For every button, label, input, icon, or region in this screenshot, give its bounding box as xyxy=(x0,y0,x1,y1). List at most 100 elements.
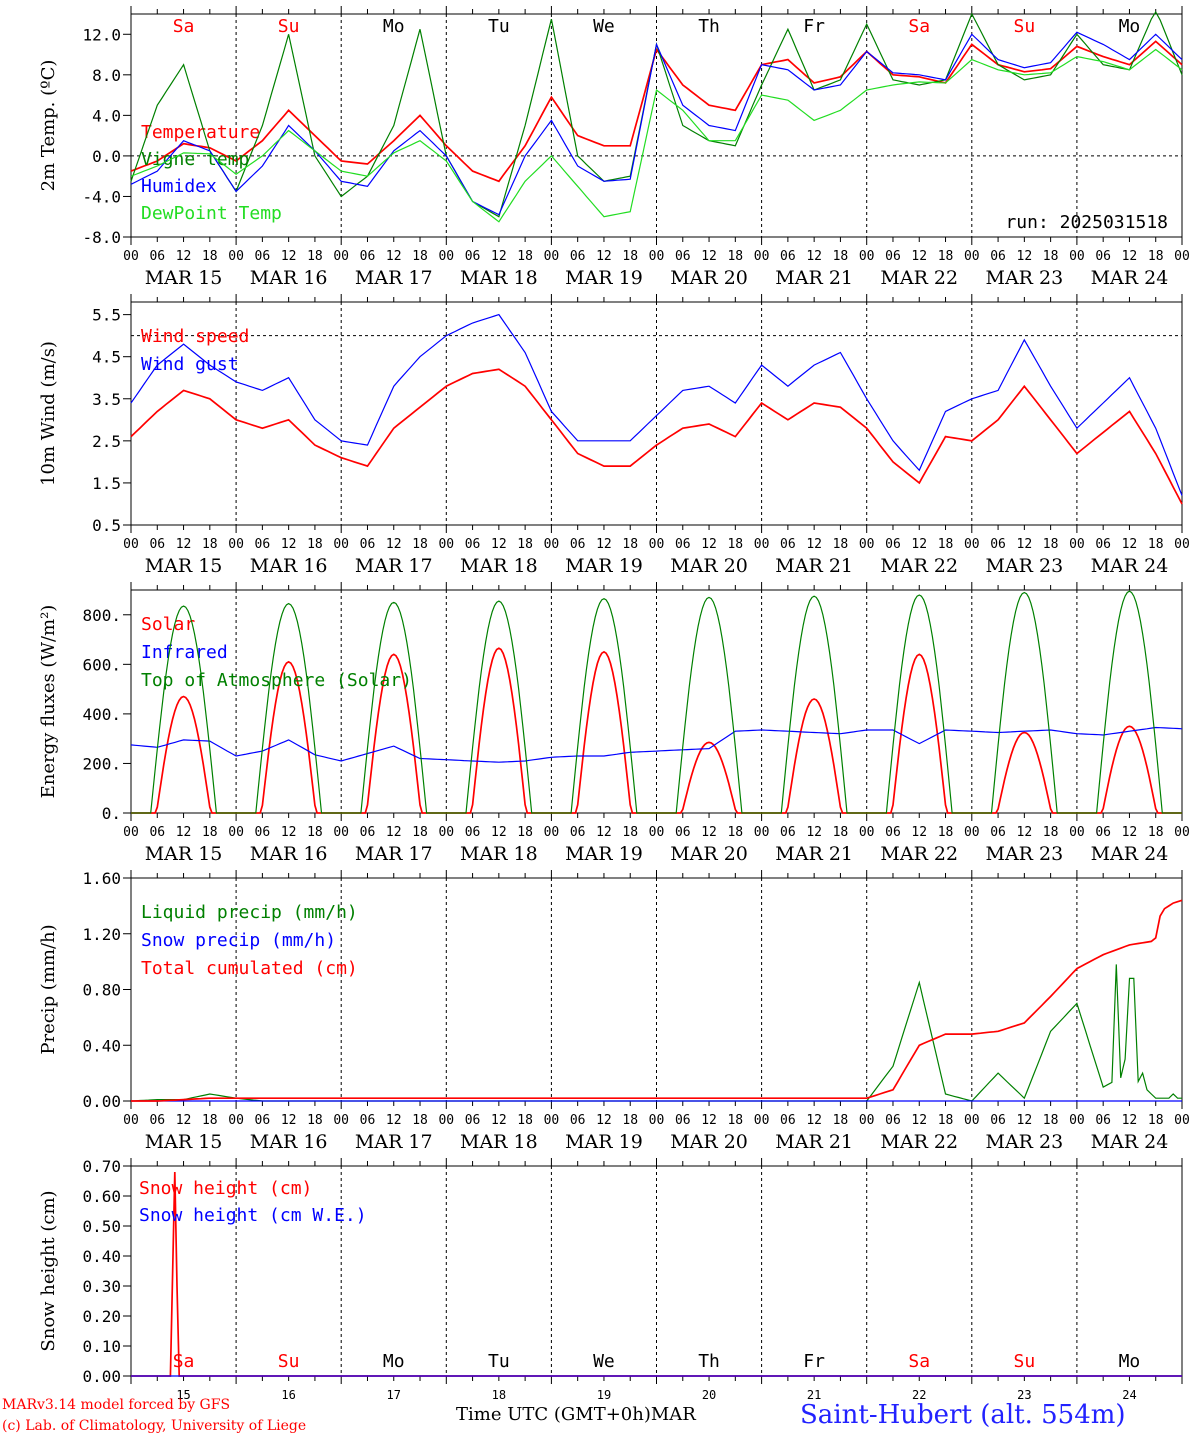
hour-tick-label: 00 xyxy=(859,537,875,552)
hour-tick-label: 18 xyxy=(412,537,428,552)
run-annotation: run: 2025031518 xyxy=(1005,212,1168,233)
hour-tick-label: 00 xyxy=(438,537,454,552)
hour-tick-label: 06 xyxy=(149,537,165,552)
hour-tick-label: 12 xyxy=(1017,1113,1033,1128)
hour-tick-label: 00 xyxy=(649,1113,665,1128)
hour-tick-label: 18 xyxy=(938,825,954,840)
hour-tick-label: 18 xyxy=(1043,537,1059,552)
hour-tick-label: 12 xyxy=(911,249,927,264)
day-label: Su xyxy=(278,1351,300,1372)
hour-tick-label: 00 xyxy=(1174,537,1190,552)
hour-tick-label: 18 xyxy=(412,1113,428,1128)
y-tick-label: 0.70 xyxy=(82,1157,121,1176)
series-line-top-of-atmosphere-solar- xyxy=(131,590,1182,814)
y-tick-label: 0.10 xyxy=(82,1337,121,1356)
hour-tick-label: 00 xyxy=(1069,537,1085,552)
date-label: MAR 18 xyxy=(460,1131,538,1153)
hour-tick-label: 06 xyxy=(360,1113,376,1128)
hour-tick-label: 06 xyxy=(885,537,901,552)
hour-tick-label: 06 xyxy=(990,249,1006,264)
date-label: MAR 16 xyxy=(250,267,328,289)
hour-tick-label: 12 xyxy=(176,537,192,552)
hour-tick-label: 18 xyxy=(517,1113,533,1128)
date-label: MAR 24 xyxy=(1091,555,1169,577)
hour-tick-label: 00 xyxy=(1174,1113,1190,1128)
hour-tick-label: 00 xyxy=(544,537,560,552)
hour-tick-label: 18 xyxy=(1043,1113,1059,1128)
legend-entry: Infrared xyxy=(141,642,228,663)
date-label: MAR 15 xyxy=(145,267,223,289)
hour-tick-label: 06 xyxy=(149,825,165,840)
hour-tick-label: 12 xyxy=(701,1113,717,1128)
date-label: MAR 24 xyxy=(1091,1131,1169,1153)
hour-tick-label: 18 xyxy=(938,1113,954,1128)
hour-tick-label: 18 xyxy=(938,537,954,552)
hour-tick-label: 00 xyxy=(859,249,875,264)
hour-tick-label: 18 xyxy=(622,825,638,840)
y-tick-label: 12.0 xyxy=(82,25,121,44)
hour-tick-label: 18 xyxy=(202,537,218,552)
hour-tick-label: 00 xyxy=(964,1113,980,1128)
legend-entry: Total cumulated (cm) xyxy=(141,958,358,979)
day-label: Tu xyxy=(488,16,510,37)
hour-tick-label: 00 xyxy=(123,1113,139,1128)
y-tick-label: 8.0 xyxy=(92,66,121,85)
hour-tick-label: 00 xyxy=(438,249,454,264)
hour-tick-label: 06 xyxy=(255,537,271,552)
hour-tick-label: 00 xyxy=(649,825,665,840)
legend-entry: Solar xyxy=(141,614,195,635)
hour-tick-label: 18 xyxy=(202,825,218,840)
time-axis-title: Time UTC (GMT+0h)MAR xyxy=(456,1404,696,1425)
hour-tick-label: 00 xyxy=(123,537,139,552)
y-axis-label: 2m Temp. (ºC) xyxy=(38,60,59,192)
hour-tick-label: 12 xyxy=(1017,537,1033,552)
hour-tick-label: 06 xyxy=(255,1113,271,1128)
hour-tick-label: 12 xyxy=(701,825,717,840)
hour-tick-label: 12 xyxy=(1122,825,1138,840)
hour-tick-label: 06 xyxy=(149,249,165,264)
hour-tick-label: 12 xyxy=(1122,537,1138,552)
hour-tick-label: 06 xyxy=(360,537,376,552)
hour-tick-label: 00 xyxy=(649,537,665,552)
day-number-label: 19 xyxy=(597,1388,611,1402)
hour-tick-label: 06 xyxy=(465,537,481,552)
hour-tick-label: 18 xyxy=(517,537,533,552)
hour-tick-label: 00 xyxy=(964,249,980,264)
legend-entry: Liquid precip (mm/h) xyxy=(141,902,358,923)
date-label: MAR 21 xyxy=(775,1131,853,1153)
hour-tick-label: 06 xyxy=(360,249,376,264)
y-tick-label: 1.20 xyxy=(82,925,121,944)
hour-tick-label: 18 xyxy=(517,249,533,264)
hour-tick-label: 06 xyxy=(885,825,901,840)
date-label: MAR 15 xyxy=(145,1131,223,1153)
day-label: Mo xyxy=(383,16,405,37)
series-line-humidex xyxy=(130,31,1183,216)
series-line-wind-gust xyxy=(130,313,1183,496)
hour-tick-label: 18 xyxy=(622,249,638,264)
day-number-label: 17 xyxy=(387,1388,401,1402)
hour-tick-label: 00 xyxy=(1069,1113,1085,1128)
date-label: MAR 17 xyxy=(355,267,433,289)
date-label: MAR 16 xyxy=(250,843,328,865)
hour-tick-label: 12 xyxy=(1017,825,1033,840)
day-label: Mo xyxy=(1119,16,1141,37)
date-label: MAR 17 xyxy=(355,843,433,865)
hour-tick-label: 00 xyxy=(964,825,980,840)
hour-tick-label: 06 xyxy=(465,1113,481,1128)
y-tick-label: 0.20 xyxy=(82,1307,121,1326)
hour-tick-label: 00 xyxy=(964,537,980,552)
y-tick-label: 0.5 xyxy=(92,516,121,535)
hour-tick-label: 06 xyxy=(990,537,1006,552)
hour-tick-label: 12 xyxy=(386,537,402,552)
hour-tick-label: 12 xyxy=(911,825,927,840)
hour-tick-label: 18 xyxy=(833,825,849,840)
hour-tick-label: 00 xyxy=(754,537,770,552)
date-label: MAR 20 xyxy=(670,267,748,289)
hour-tick-label: 00 xyxy=(1174,825,1190,840)
legend-entry: Top of Atmosphere (Solar) xyxy=(141,670,412,691)
hour-tick-label: 18 xyxy=(727,1113,743,1128)
hour-tick-label: 12 xyxy=(911,537,927,552)
date-label: MAR 23 xyxy=(985,843,1063,865)
hour-tick-label: 12 xyxy=(491,537,507,552)
